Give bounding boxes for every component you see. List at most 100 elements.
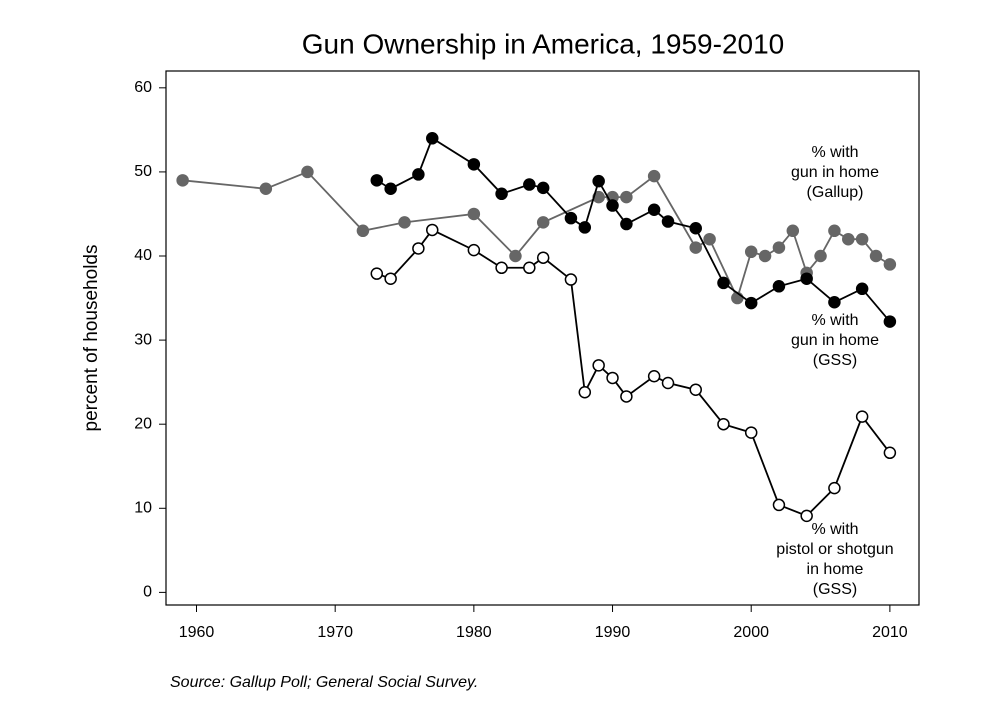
x-tick-label: 1990 [595, 624, 631, 641]
data-point [828, 481, 841, 495]
data-point [426, 132, 439, 145]
data-point [689, 383, 702, 396]
data-point [744, 245, 758, 259]
data-point [176, 174, 189, 187]
data-point [731, 291, 744, 305]
y-tick-label: 10 [134, 500, 152, 517]
data-point [384, 272, 397, 285]
y-tick-label: 0 [143, 584, 152, 601]
data-point [772, 498, 786, 512]
data-point [800, 509, 813, 523]
data-point [855, 232, 869, 246]
data-point [578, 385, 592, 399]
data-point [495, 261, 508, 275]
data-point [814, 249, 827, 263]
data-point [786, 224, 800, 238]
y-tick-label: 30 [134, 331, 152, 348]
data-point [523, 178, 536, 191]
data-point [703, 232, 716, 246]
data-point [412, 168, 425, 181]
data-point [301, 165, 314, 179]
data-point [578, 221, 592, 234]
data-point [509, 249, 522, 263]
data-point [412, 242, 425, 255]
data-point [855, 410, 869, 423]
y-axis-label: percent of households [81, 245, 102, 432]
data-point [689, 222, 702, 235]
y-tick-label: 20 [134, 415, 152, 432]
data-point [495, 187, 508, 201]
source-note: Source: Gallup Poll; General Social Surv… [170, 674, 478, 691]
x-tick-label: 1970 [317, 624, 353, 641]
data-point [398, 216, 411, 229]
data-point [869, 249, 883, 263]
data-point [717, 417, 730, 431]
data-point [259, 182, 273, 195]
data-point [744, 296, 758, 310]
data-point [467, 207, 481, 221]
series-label-line: gun in home [791, 164, 879, 181]
data-point [606, 199, 619, 212]
data-point [356, 224, 370, 238]
data-point [744, 426, 758, 439]
data-point [717, 276, 730, 290]
data-point [772, 280, 786, 293]
series-label: % with pistol or shotgun in home (GSS) [776, 521, 893, 598]
data-point [689, 241, 702, 254]
y-tick-label: 60 [134, 79, 152, 96]
series-label-line: (GSS) [813, 581, 857, 598]
data-point [620, 217, 633, 231]
data-point [661, 376, 675, 390]
data-point [592, 174, 605, 188]
data-point [536, 216, 550, 229]
y-tick-label: 50 [134, 163, 152, 180]
series-label-line: gun in home [791, 332, 879, 349]
data-point [536, 181, 550, 195]
x-tick-label: 1960 [179, 624, 215, 641]
series-label: % with gun in home (Gallup) [791, 144, 879, 201]
data-point [523, 261, 536, 275]
data-point [758, 249, 772, 263]
data-point [828, 296, 841, 309]
data-point [842, 232, 855, 246]
series-label: % with gun in home (GSS) [791, 312, 879, 369]
data-point [647, 203, 661, 217]
data-point [564, 211, 578, 225]
data-point [536, 251, 550, 264]
data-point [855, 282, 869, 296]
plot-frame [165, 70, 920, 606]
data-point [647, 169, 661, 183]
data-point [647, 370, 661, 383]
series-label-line: % with [811, 521, 858, 538]
series-label-line: in home [807, 561, 864, 578]
data-point [426, 223, 439, 237]
data-point [800, 272, 813, 285]
x-tick-label: 2000 [733, 624, 769, 641]
x-tick-label: 1980 [456, 624, 492, 641]
data-point [564, 273, 578, 286]
data-point [828, 224, 841, 238]
chart-title: Gun Ownership in America, 1959-2010 [302, 28, 785, 59]
data-point [772, 241, 786, 254]
data-point [883, 258, 897, 271]
data-point [592, 359, 605, 372]
data-point [467, 158, 481, 171]
data-point [606, 371, 619, 385]
data-point [384, 182, 397, 195]
series-label-line: (Gallup) [807, 184, 864, 201]
data-point [661, 215, 675, 228]
data-point [467, 243, 481, 257]
data-point [370, 267, 384, 280]
data-point [620, 190, 633, 204]
series-label-line: pistol or shotgun [776, 541, 893, 558]
y-tick-label: 40 [134, 247, 152, 264]
data-point [370, 174, 384, 187]
data-point [620, 390, 633, 403]
data-point [883, 446, 897, 460]
series-label-line: % with [811, 144, 858, 161]
x-tick-label: 2010 [872, 624, 908, 641]
series-label-line: % with [811, 312, 858, 329]
data-point [883, 315, 897, 328]
series-label-line: (GSS) [813, 352, 857, 369]
